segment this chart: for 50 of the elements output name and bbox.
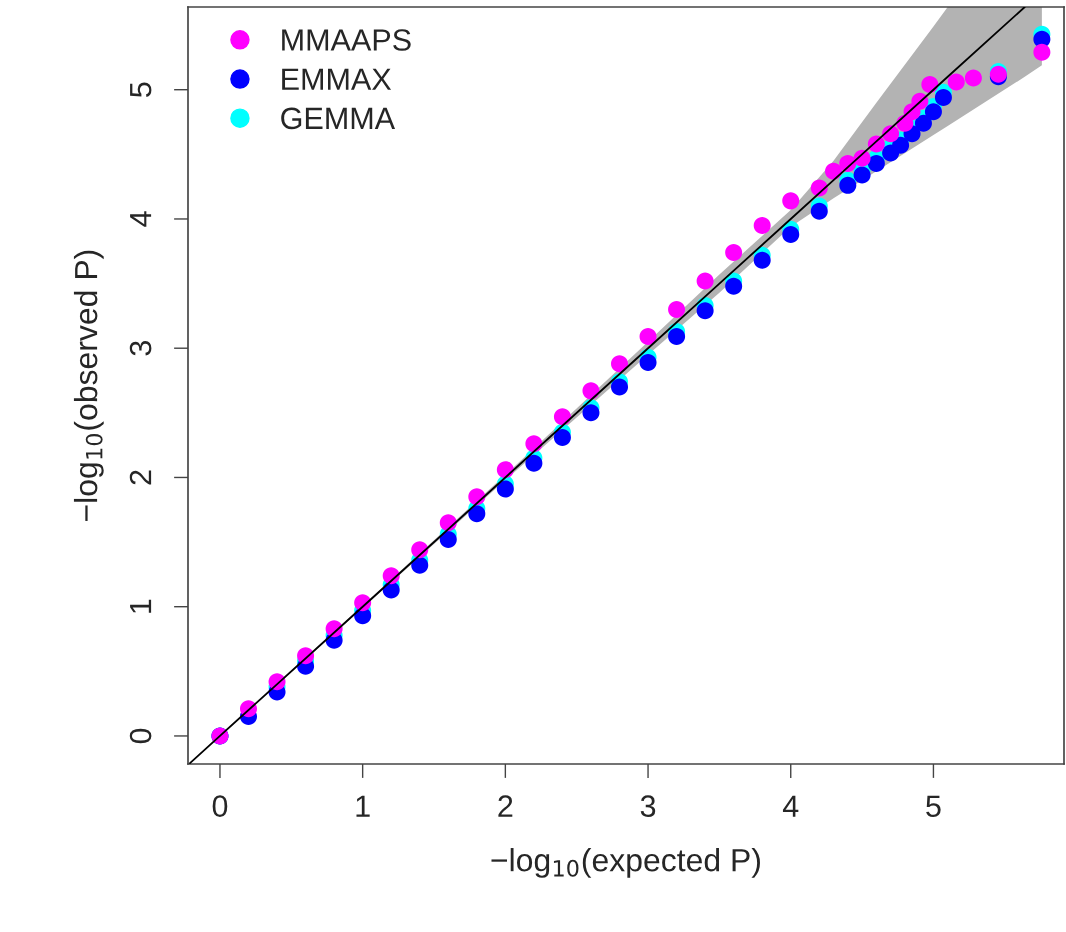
point xyxy=(839,176,857,194)
point xyxy=(867,154,885,172)
y-tick-label: 3 xyxy=(129,341,152,356)
point xyxy=(553,408,571,426)
point xyxy=(611,355,629,373)
point xyxy=(810,202,828,220)
point xyxy=(725,244,743,262)
point xyxy=(468,505,486,523)
legend-label: GEMMA xyxy=(281,107,396,130)
point xyxy=(1033,43,1051,61)
x-axis-title: −log$_{10}$(expected P) xyxy=(491,848,760,878)
point xyxy=(582,404,600,422)
y-tick-label: 2 xyxy=(129,470,152,485)
point xyxy=(947,73,965,91)
point xyxy=(934,88,952,106)
point xyxy=(914,114,932,132)
point xyxy=(639,353,657,371)
point xyxy=(411,556,429,574)
y-tick-label: 0 xyxy=(129,728,152,744)
point xyxy=(725,277,743,295)
point xyxy=(753,251,771,269)
point xyxy=(553,428,571,446)
x-tick-label: 3 xyxy=(640,795,656,817)
point xyxy=(496,480,514,498)
x-tick-label: 2 xyxy=(498,795,513,817)
x-tick-label: 1 xyxy=(356,795,370,817)
legend-label: MMAAPS xyxy=(282,29,411,51)
point xyxy=(525,454,543,472)
point xyxy=(964,69,982,87)
point xyxy=(853,166,871,184)
point xyxy=(892,136,910,154)
point xyxy=(696,272,714,290)
y-axis-title: −log$_{10}$(observed P) xyxy=(73,250,104,521)
point xyxy=(753,216,771,234)
point xyxy=(439,530,457,548)
x-tick-label: 0 xyxy=(212,795,228,817)
point xyxy=(668,300,686,318)
point xyxy=(611,378,629,396)
point xyxy=(924,103,942,121)
point xyxy=(696,302,714,320)
x-tick-label: 4 xyxy=(782,795,799,817)
x-tick-label: 5 xyxy=(926,795,941,817)
point xyxy=(668,328,686,346)
point xyxy=(639,328,657,346)
legend-label: EMMAX xyxy=(282,68,392,90)
y-tick-label: 5 xyxy=(130,82,152,97)
point xyxy=(782,225,800,243)
y-tick-label: 4 xyxy=(130,211,152,227)
point xyxy=(782,192,800,210)
y-tick-label: 1 xyxy=(130,599,152,613)
